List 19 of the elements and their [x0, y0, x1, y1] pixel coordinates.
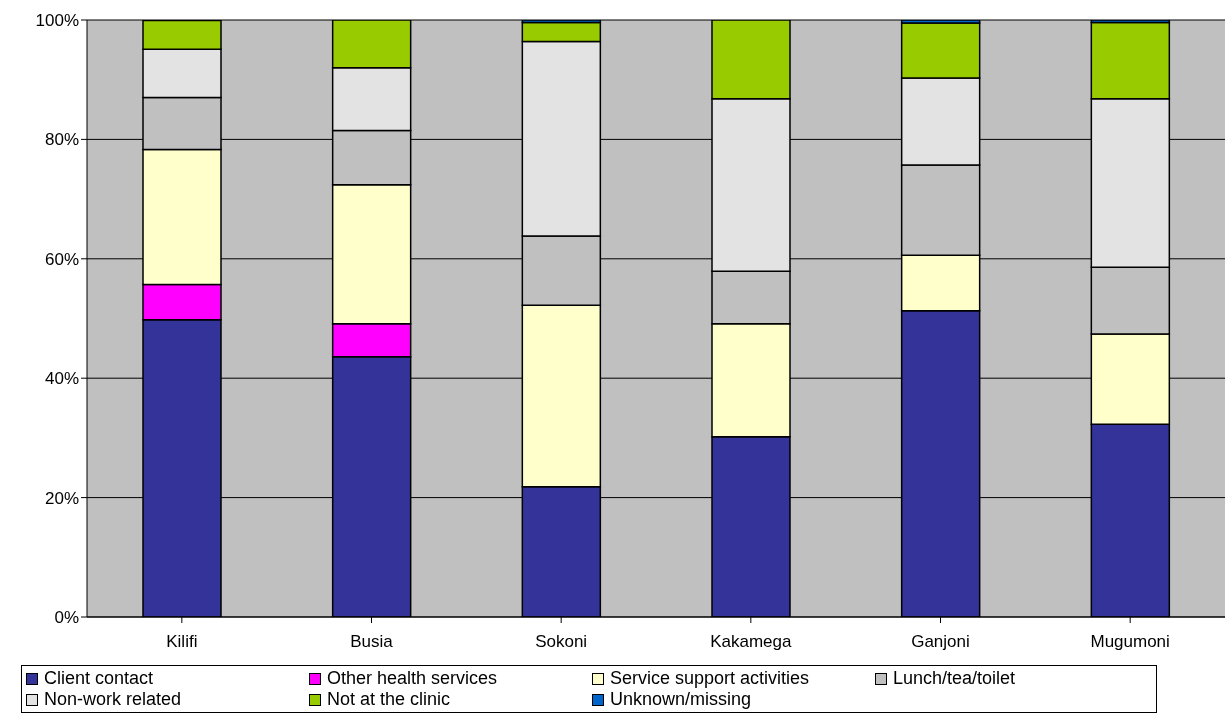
x-tick-label: Kakamega	[710, 632, 793, 652]
y-tick-label: 0%	[54, 608, 79, 628]
x-tick-label: Busia	[350, 632, 394, 652]
legend-label: Other health services	[327, 668, 498, 689]
legend-label: Service support activities	[610, 668, 810, 689]
y-tick-label: 100%	[35, 11, 79, 31]
legend-label: Not at the clinic	[327, 689, 451, 710]
x-tick-label: Sokoni	[535, 632, 588, 652]
x-tick-label: Ganjoni	[911, 632, 970, 652]
legend-label: Non-work related	[44, 689, 182, 710]
y-tick-label: 20%	[44, 488, 79, 508]
legend-label: Client contact	[44, 668, 154, 689]
y-tick-label: 40%	[44, 369, 79, 389]
legend-label: Unknown/missing	[610, 689, 752, 710]
y-tick-label: 60%	[44, 249, 79, 269]
legend-label: Lunch/tea/toilet	[893, 668, 1016, 689]
x-tick-label: Kilifi	[166, 632, 198, 652]
y-tick-label: 80%	[44, 130, 79, 150]
x-tick-label: Mugumoni	[1090, 632, 1170, 652]
